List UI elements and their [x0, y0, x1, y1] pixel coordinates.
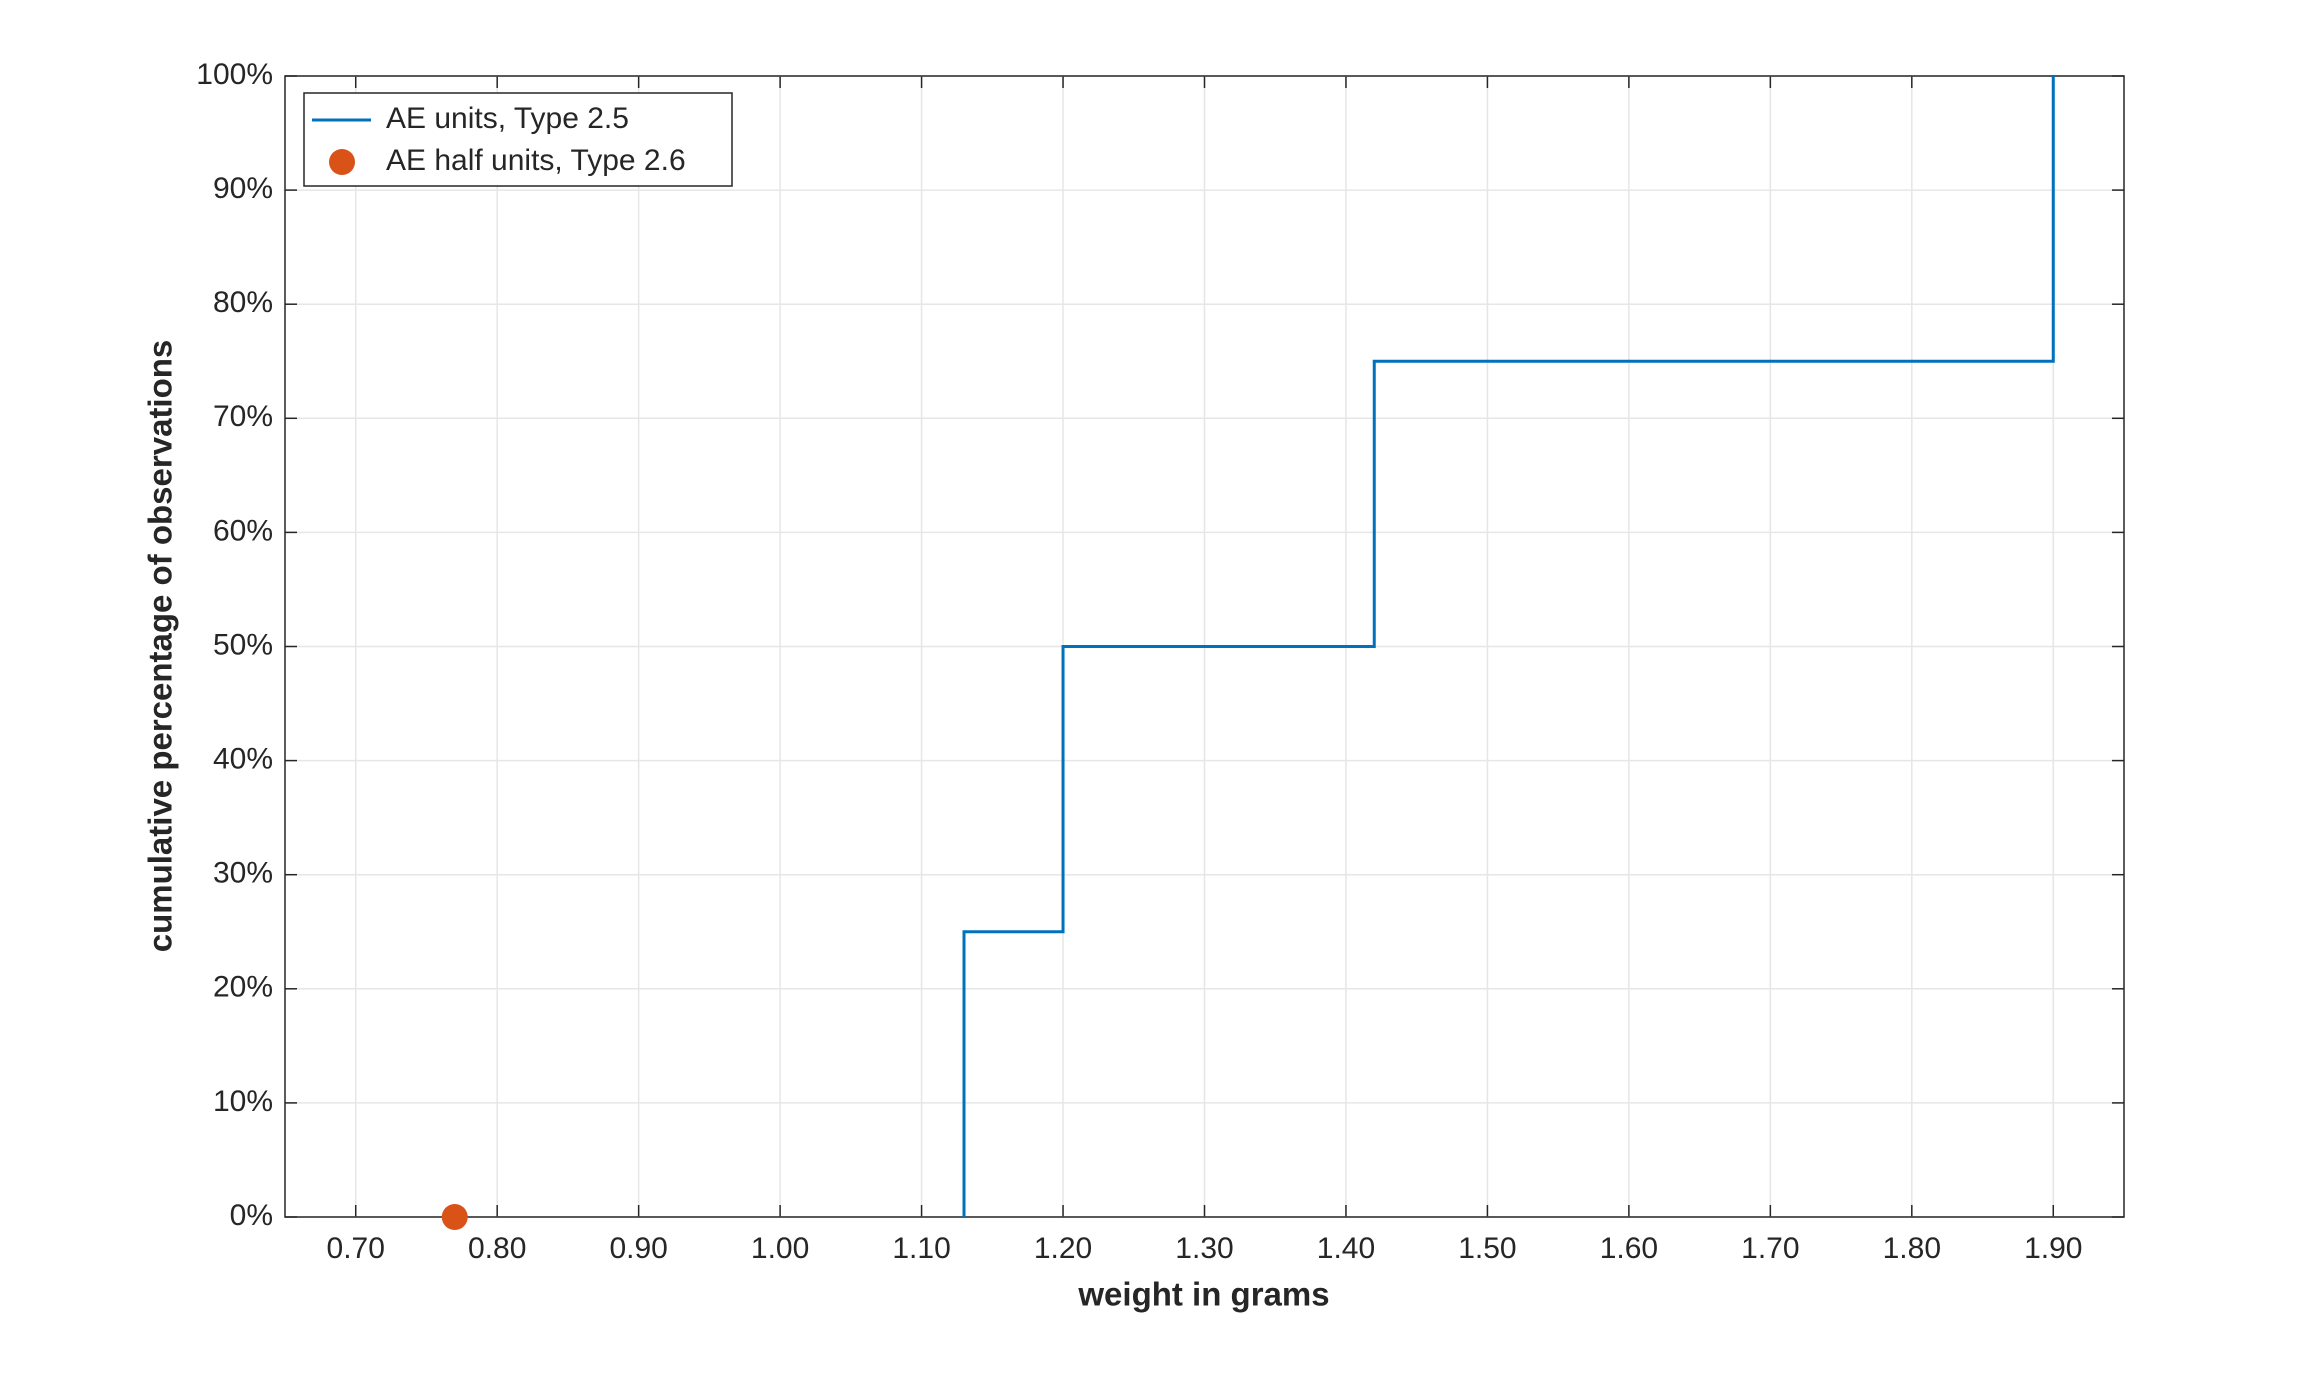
y-tick-label: 90% [213, 172, 273, 205]
y-tick-label: 0% [230, 1199, 273, 1232]
y-tick-label: 50% [213, 628, 273, 661]
legend-box [303, 92, 733, 187]
x-tick-label: 1.10 [892, 1232, 950, 1265]
x-tick-label: 1.80 [1883, 1232, 1941, 1265]
x-tick-label: 0.90 [609, 1232, 667, 1265]
x-tick-label: 1.90 [2024, 1232, 2082, 1265]
x-tick-label: 1.30 [1175, 1232, 1233, 1265]
data-point [441, 1204, 468, 1230]
x-tick-label: 1.60 [1600, 1232, 1658, 1265]
y-tick-label: 30% [213, 857, 273, 890]
x-tick-label: 0.70 [327, 1232, 385, 1265]
data-line [962, 76, 2055, 1217]
legend-label: AE units, Type 2.5 [386, 102, 629, 135]
y-tick-label: 60% [213, 514, 273, 547]
x-tick-label: 1.20 [1034, 1232, 1092, 1265]
y-tick-label: 40% [213, 743, 273, 776]
y-tick-label: 100% [196, 58, 273, 91]
y-tick-label: 70% [213, 400, 273, 433]
x-tick-label: 1.70 [1741, 1232, 1799, 1265]
y-tick-label: 10% [213, 1085, 273, 1118]
y-axis-label: cumulative percentage of observations [142, 340, 179, 953]
plot-frame [284, 75, 2125, 1218]
legend-label: AE half units, Type 2.6 [386, 144, 686, 177]
x-tick-label: 1.00 [751, 1232, 809, 1265]
x-axis-label: weight in grams [1077, 1276, 1329, 1313]
y-tick-label: 80% [213, 286, 273, 319]
x-tick-label: 0.80 [468, 1232, 526, 1265]
legend-symbol [329, 149, 355, 175]
x-tick-label: 1.50 [1458, 1232, 1516, 1265]
y-tick-label: 20% [213, 971, 273, 1004]
x-tick-label: 1.40 [1317, 1232, 1375, 1265]
